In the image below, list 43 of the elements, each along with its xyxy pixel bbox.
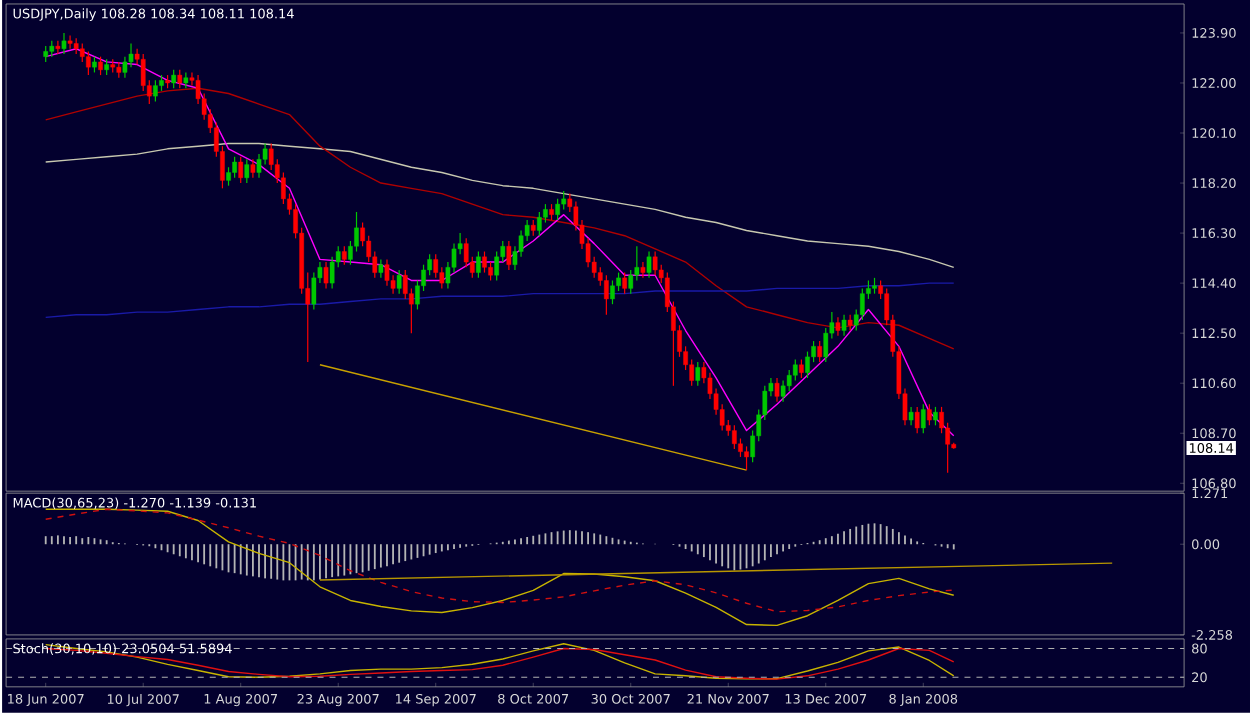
candlestick bbox=[835, 317, 841, 337]
candlestick bbox=[610, 280, 615, 306]
candlestick bbox=[927, 404, 932, 427]
candlestick bbox=[652, 251, 658, 277]
candlestick bbox=[908, 406, 914, 427]
candlestick bbox=[396, 269, 402, 295]
candlestick bbox=[98, 56, 103, 77]
candlestick bbox=[920, 404, 926, 435]
candlestick bbox=[476, 251, 481, 279]
candlestick bbox=[86, 51, 91, 77]
candlestick bbox=[732, 425, 737, 451]
candlestick bbox=[232, 156, 237, 179]
candlestick bbox=[153, 80, 158, 103]
candlestick bbox=[323, 261, 329, 290]
candlestick bbox=[250, 159, 256, 179]
candlestick bbox=[646, 251, 652, 279]
candlestick bbox=[378, 259, 384, 279]
candlestick bbox=[177, 69, 183, 90]
candlestick bbox=[933, 406, 938, 427]
candlestick bbox=[555, 198, 560, 222]
candlestick bbox=[604, 275, 609, 316]
candlestick bbox=[841, 314, 847, 337]
candlestick bbox=[238, 156, 244, 185]
candlestick bbox=[774, 377, 780, 403]
candlestick bbox=[183, 72, 189, 90]
candlestick bbox=[622, 272, 627, 295]
candlestick bbox=[744, 446, 749, 472]
candlestick bbox=[799, 359, 804, 380]
candlestick bbox=[640, 261, 646, 279]
candlestick bbox=[67, 35, 73, 50]
candlestick bbox=[384, 259, 390, 287]
candlestick bbox=[55, 40, 61, 56]
candlestick bbox=[847, 314, 853, 332]
candlestick bbox=[537, 211, 542, 237]
candlestick bbox=[171, 69, 177, 90]
candlestick bbox=[817, 340, 822, 364]
candlestick bbox=[61, 32, 67, 56]
candlestick bbox=[914, 406, 920, 435]
candlestick bbox=[506, 240, 512, 272]
candlestick bbox=[244, 159, 250, 185]
candlestick bbox=[341, 246, 347, 266]
candlestick bbox=[482, 251, 487, 274]
candlestick bbox=[695, 362, 701, 387]
